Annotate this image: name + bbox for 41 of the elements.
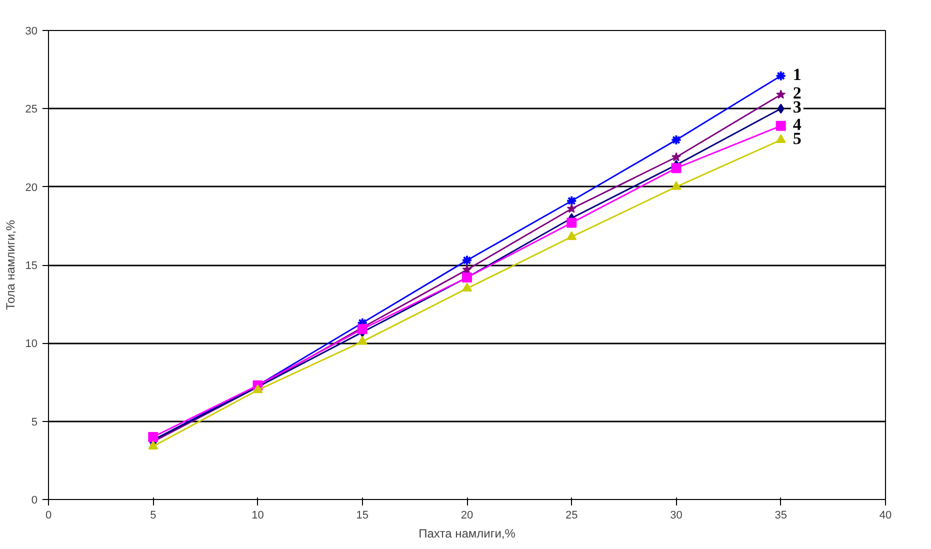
point	[357, 336, 368, 345]
point	[671, 163, 682, 174]
series-label: 3	[792, 98, 802, 117]
x-tick-label: 15	[356, 510, 369, 522]
point	[566, 195, 578, 206]
x-tick-label: 20	[460, 510, 474, 522]
point	[776, 134, 786, 144]
x-tick-label: 25	[566, 510, 578, 522]
point	[777, 104, 784, 114]
point	[670, 134, 682, 146]
x-tick-label: 35	[774, 510, 788, 522]
point	[566, 218, 577, 228]
x-tick-label: 5	[150, 510, 156, 522]
point	[148, 440, 158, 450]
y-tick-label: 10	[25, 338, 38, 350]
point	[566, 231, 577, 240]
point	[775, 70, 786, 82]
x-axis-title: Пахта намлиги,%	[418, 526, 516, 540]
y-tick-label: 5	[31, 416, 38, 428]
point	[671, 181, 682, 190]
point	[776, 90, 786, 99]
point	[671, 152, 682, 162]
y-tick-label: 0	[31, 494, 38, 506]
series-label: 5	[792, 128, 802, 148]
point	[462, 282, 472, 292]
y-tick-label: 30	[25, 26, 38, 38]
point	[776, 120, 786, 131]
x-tick-label: 40	[879, 510, 892, 522]
point	[357, 324, 368, 334]
x-tick-label: 10	[252, 510, 264, 522]
series-label: 1	[792, 64, 802, 84]
point	[566, 204, 576, 213]
y-axis-title: Тола намлиги,%	[3, 220, 18, 310]
x-tick-label: 0	[45, 510, 52, 522]
y-tick-label: 15	[25, 260, 38, 272]
y-tick-label: 20	[25, 182, 38, 194]
point	[462, 254, 472, 266]
point	[148, 432, 158, 442]
y-tick-label: 25	[25, 104, 38, 116]
x-tick-label: 30	[670, 510, 682, 522]
point	[252, 384, 263, 394]
